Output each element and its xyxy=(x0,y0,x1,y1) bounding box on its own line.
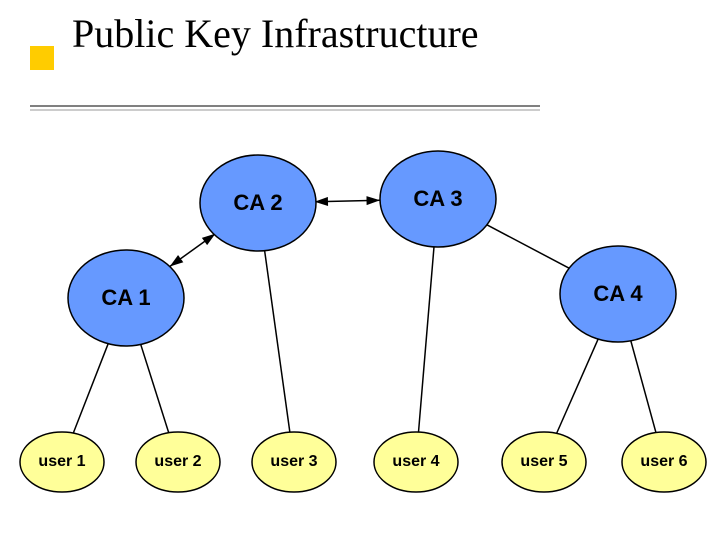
edge-ca1-u2 xyxy=(141,344,169,432)
node-label-u5: user 5 xyxy=(520,453,567,471)
edge-ca1-u1 xyxy=(73,344,108,433)
edge-ca2-ca3 xyxy=(316,200,380,201)
edge-ca4-u5 xyxy=(557,339,599,433)
node-label-u6: user 6 xyxy=(640,453,687,471)
node-label-u1: user 1 xyxy=(38,453,85,471)
node-label-u3: user 3 xyxy=(270,453,317,471)
node-label-ca4: CA 4 xyxy=(593,281,642,307)
node-label-u2: user 2 xyxy=(154,453,201,471)
edge-ca4-u6 xyxy=(631,341,656,433)
edge-ca2-u3 xyxy=(265,251,290,432)
edge-ca2-ca1 xyxy=(170,234,214,266)
node-label-ca3: CA 3 xyxy=(413,186,462,212)
edge-ca3-u4 xyxy=(419,247,434,432)
node-label-ca1: CA 1 xyxy=(101,285,150,311)
node-label-u4: user 4 xyxy=(392,453,439,471)
node-label-ca2: CA 2 xyxy=(233,190,282,216)
pki-diagram xyxy=(0,0,720,540)
edge-ca3-ca4 xyxy=(487,225,569,268)
